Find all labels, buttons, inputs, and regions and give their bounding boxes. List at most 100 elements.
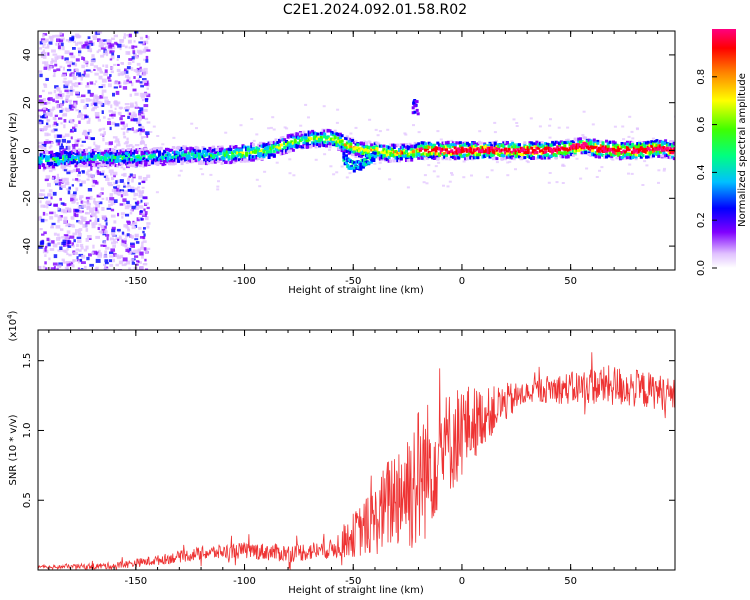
heatmap-cell	[79, 197, 83, 200]
heatmap-cell	[601, 145, 605, 149]
heatmap-cell	[101, 110, 104, 114]
heatmap-cell	[175, 150, 179, 154]
heatmap-cell	[115, 42, 119, 46]
heatmap-cell	[587, 142, 591, 146]
heatmap-cell	[514, 154, 518, 158]
heatmap-cell	[662, 141, 666, 144]
heatmap-cell	[471, 144, 475, 147]
heatmap-cell	[239, 153, 243, 156]
heatmap-cell	[187, 157, 191, 161]
heatmap-cell	[91, 160, 95, 164]
heatmap-cell	[78, 54, 81, 57]
heatmap-cell	[352, 141, 356, 144]
heatmap-cell	[434, 165, 438, 168]
heatmap-cell	[272, 154, 276, 158]
heatmap-cell	[121, 157, 125, 160]
heatmap-cell	[377, 156, 381, 160]
heatmap-cell	[64, 50, 70, 55]
heatmap-cell	[185, 160, 189, 164]
heatmap-cell	[74, 213, 79, 218]
heatmap-cell	[139, 261, 142, 264]
heatmap-cell	[591, 123, 595, 126]
heatmap-cell	[549, 148, 553, 152]
heatmap-cell	[55, 182, 60, 186]
heatmap-cell	[70, 197, 75, 202]
heatmap-cell	[274, 142, 278, 146]
heatmap-cell	[493, 156, 497, 160]
heatmap-cell	[97, 226, 100, 230]
heatmap-cell	[57, 242, 61, 245]
heatmap-cell	[215, 148, 219, 152]
heatmap-cell	[134, 92, 139, 96]
heatmap-cell	[236, 152, 240, 156]
heatmap-cell	[73, 85, 79, 88]
heatmap-cell	[95, 80, 98, 83]
heatmap-cell	[190, 122, 194, 125]
heatmap-cell	[136, 62, 141, 66]
heatmap-cell	[573, 137, 577, 141]
heatmap-cell	[66, 252, 69, 256]
heatmap-cell	[120, 190, 123, 194]
heatmap-cell	[257, 152, 261, 156]
heatmap-cell	[78, 253, 84, 257]
heatmap-cell	[592, 138, 596, 142]
heatmap-cell	[100, 44, 105, 49]
heatmap-cell	[592, 140, 596, 144]
heatmap-cell	[199, 154, 203, 158]
heatmap-cell	[127, 39, 132, 44]
heatmap-cell	[371, 149, 375, 153]
heatmap-cell	[405, 157, 408, 161]
heatmap-cell	[455, 154, 459, 158]
heatmap-cell	[201, 152, 205, 156]
heatmap-cell	[94, 212, 97, 216]
heatmap-cell	[518, 152, 521, 156]
heatmap-cell	[519, 157, 523, 161]
heatmap-cell	[373, 146, 377, 150]
heatmap-cell	[89, 263, 94, 267]
heatmap-cell	[135, 162, 139, 165]
heatmap-cell	[618, 151, 622, 155]
heatmap-cell	[589, 139, 593, 143]
heatmap-cell	[177, 156, 181, 160]
heatmap-cell	[113, 238, 116, 243]
heatmap-cell	[113, 101, 118, 104]
heatmap-cell	[436, 141, 440, 145]
heatmap-cell	[67, 240, 70, 244]
heatmap-cell	[309, 131, 313, 135]
heatmap-cell	[544, 151, 548, 154]
heatmap-cell	[245, 146, 248, 150]
heatmap-cell	[109, 158, 113, 162]
heatmap-cell	[424, 152, 428, 156]
heatmap-cell	[63, 119, 67, 123]
heatmap-cell	[145, 268, 149, 270]
heatmap-cell	[108, 200, 111, 203]
heatmap-cell	[133, 76, 136, 79]
heatmap-cell	[62, 100, 65, 104]
heatmap-cell	[172, 136, 176, 139]
heatmap-cell	[605, 155, 608, 159]
heatmap-cell	[145, 34, 148, 38]
heatmap-cell	[138, 113, 142, 116]
heatmap-cell	[552, 152, 556, 156]
heatmap-cell	[93, 206, 97, 211]
heatmap-cell	[83, 152, 87, 156]
heatmap-cell	[581, 134, 585, 137]
heatmap-cell	[612, 147, 615, 151]
heatmap-cell	[129, 144, 133, 147]
heatmap-cell	[312, 131, 316, 135]
heatmap-cell	[123, 224, 128, 228]
heatmap-cell	[453, 157, 457, 161]
heatmap-cell	[60, 165, 64, 169]
heatmap-cell	[41, 143, 47, 147]
heatmap-cell	[93, 83, 96, 86]
heatmap-cell	[526, 151, 530, 155]
heatmap-cell	[76, 168, 80, 172]
heatmap-cell	[75, 141, 79, 145]
heatmap-cell	[570, 142, 574, 145]
heatmap-cell	[225, 160, 229, 164]
heatmap-cell	[125, 151, 128, 155]
heatmap-cell	[133, 162, 137, 166]
heatmap-cell	[657, 169, 661, 172]
heatmap-cell	[537, 144, 541, 148]
heatmap-cell	[141, 115, 145, 119]
